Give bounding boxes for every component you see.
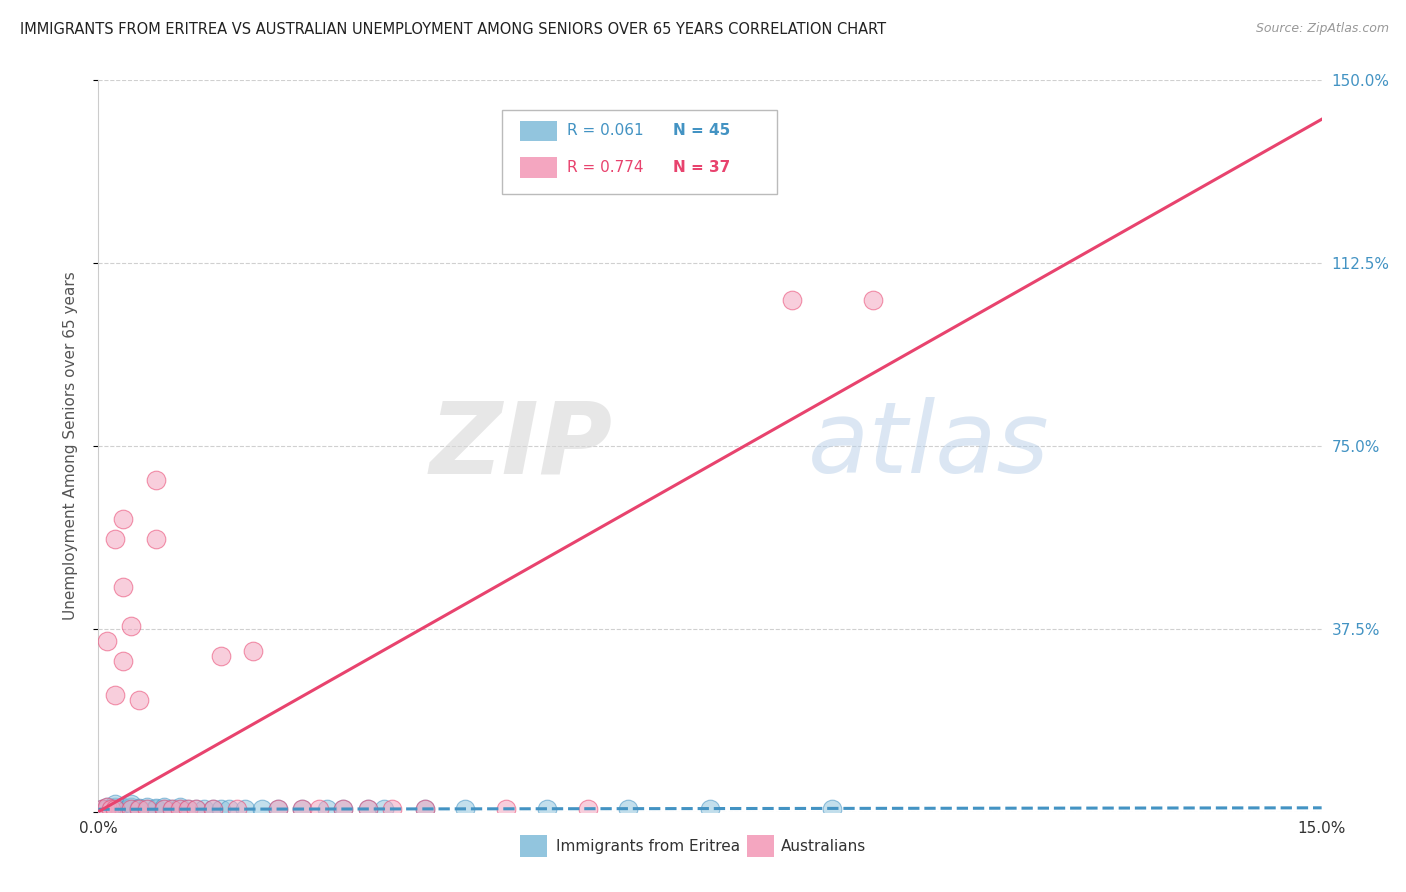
Point: [128, 692, 150, 706]
Point: [104, 532, 127, 546]
Text: R = 0.774: R = 0.774: [567, 160, 644, 175]
Text: Australians: Australians: [780, 838, 866, 854]
Point: [104, 802, 127, 816]
Text: Source: ZipAtlas.com: Source: ZipAtlas.com: [1256, 22, 1389, 36]
Point: [145, 801, 167, 815]
Text: atlas: atlas: [808, 398, 1049, 494]
Point: [120, 800, 142, 814]
Text: IMMIGRANTS FROM ERITREA VS AUSTRALIAN UNEMPLOYMENT AMONG SENIORS OVER 65 YEARS C: IMMIGRANTS FROM ERITREA VS AUSTRALIAN UN…: [20, 22, 886, 37]
Point: [145, 802, 167, 816]
Point: [111, 800, 134, 814]
Point: [242, 644, 264, 658]
Point: [152, 802, 174, 816]
Point: [332, 802, 354, 816]
Point: [136, 800, 159, 814]
Point: [177, 802, 200, 816]
Point: [145, 532, 167, 546]
Point: [177, 802, 200, 816]
Point: [115, 802, 138, 816]
Point: [96, 634, 118, 648]
FancyBboxPatch shape: [520, 157, 557, 178]
Point: [169, 800, 191, 814]
Point: [291, 802, 314, 816]
Point: [209, 648, 232, 663]
Point: [308, 802, 330, 816]
Point: [120, 619, 142, 633]
Point: [120, 802, 142, 816]
Point: [267, 802, 290, 816]
Point: [250, 802, 273, 816]
Point: [100, 802, 122, 816]
Point: [576, 802, 599, 816]
Point: [111, 581, 134, 595]
Text: ZIP: ZIP: [429, 398, 612, 494]
Point: [91, 802, 114, 816]
Point: [169, 802, 191, 816]
Point: [111, 654, 134, 668]
Point: [201, 802, 224, 816]
Point: [193, 802, 215, 816]
Point: [780, 293, 803, 307]
Y-axis label: Unemployment Among Seniors over 65 years: Unemployment Among Seniors over 65 years: [63, 272, 77, 620]
Point: [169, 802, 191, 816]
Point: [128, 802, 150, 816]
Point: [454, 802, 477, 816]
Text: N = 37: N = 37: [673, 160, 731, 175]
Point: [536, 802, 558, 816]
FancyBboxPatch shape: [747, 835, 773, 857]
Point: [291, 802, 314, 816]
Point: [100, 801, 122, 815]
Point: [226, 802, 249, 816]
Point: [413, 802, 436, 816]
Point: [96, 802, 118, 816]
Point: [136, 802, 159, 816]
Point: [617, 802, 640, 816]
Point: [218, 802, 240, 816]
Point: [104, 797, 127, 812]
Point: [862, 293, 884, 307]
Point: [267, 802, 290, 816]
Point: [160, 802, 183, 816]
Text: N = 45: N = 45: [673, 123, 731, 138]
Point: [111, 512, 134, 526]
Point: [699, 802, 721, 816]
Text: Immigrants from Eritrea: Immigrants from Eritrea: [555, 838, 740, 854]
Point: [120, 797, 142, 812]
Point: [233, 802, 256, 816]
Point: [315, 802, 337, 816]
Point: [136, 802, 159, 816]
Point: [96, 800, 118, 814]
Point: [104, 802, 127, 816]
Point: [160, 802, 183, 816]
Point: [108, 802, 131, 816]
Point: [104, 688, 127, 702]
Point: [128, 802, 150, 816]
Point: [152, 802, 174, 816]
FancyBboxPatch shape: [502, 110, 778, 194]
Point: [152, 800, 174, 814]
Point: [209, 802, 232, 816]
Point: [186, 802, 208, 816]
Point: [356, 802, 378, 816]
Point: [332, 802, 354, 816]
FancyBboxPatch shape: [520, 120, 557, 141]
Point: [413, 802, 436, 816]
Point: [96, 800, 118, 814]
Point: [145, 473, 167, 487]
Point: [91, 802, 114, 816]
Point: [373, 802, 395, 816]
Point: [111, 801, 134, 815]
Point: [128, 801, 150, 815]
Point: [495, 802, 517, 816]
FancyBboxPatch shape: [520, 835, 547, 857]
Point: [104, 800, 127, 814]
Text: R = 0.061: R = 0.061: [567, 123, 644, 138]
Point: [381, 802, 404, 816]
Point: [120, 802, 142, 816]
Point: [201, 802, 224, 816]
Point: [356, 802, 378, 816]
Point: [186, 802, 208, 816]
Point: [821, 802, 844, 816]
